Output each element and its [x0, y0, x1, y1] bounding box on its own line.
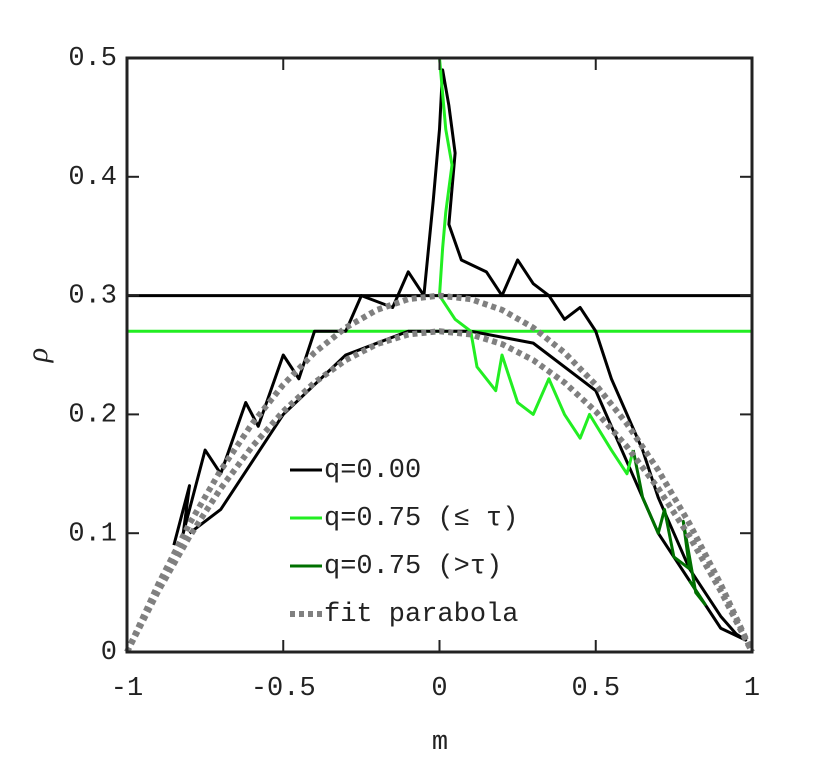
y-tick-label: 0.4: [68, 163, 117, 193]
x-tick-label: 0.5: [571, 674, 620, 704]
y-tick-label: 0.2: [68, 401, 117, 431]
legend-label: q=0.75 (≤ τ): [324, 504, 518, 534]
fit-curve: [124, 292, 755, 654]
x-tick-label: 1: [744, 674, 760, 704]
trajectory: [438, 57, 635, 476]
y-tick-label: 0.3: [68, 282, 117, 312]
x-tick-label: 0: [431, 674, 447, 704]
fit-curve: [124, 328, 755, 654]
y-tick-label: 0.1: [68, 519, 117, 549]
y-tick-label: 0: [101, 638, 117, 668]
trajectory: [172, 68, 748, 642]
y-axis-label: ρ: [21, 348, 54, 363]
legend-label: q=0.00: [324, 456, 421, 486]
trajectory: [631, 449, 707, 606]
legend-label: q=0.75 (>τ): [324, 552, 502, 582]
x-tick-label: -0.5: [251, 674, 316, 704]
legend-label: fit parabola: [324, 600, 518, 630]
y-tick-label: 0.5: [68, 44, 117, 74]
x-axis-label: m: [432, 728, 448, 758]
x-tick-label: -1: [111, 674, 143, 704]
